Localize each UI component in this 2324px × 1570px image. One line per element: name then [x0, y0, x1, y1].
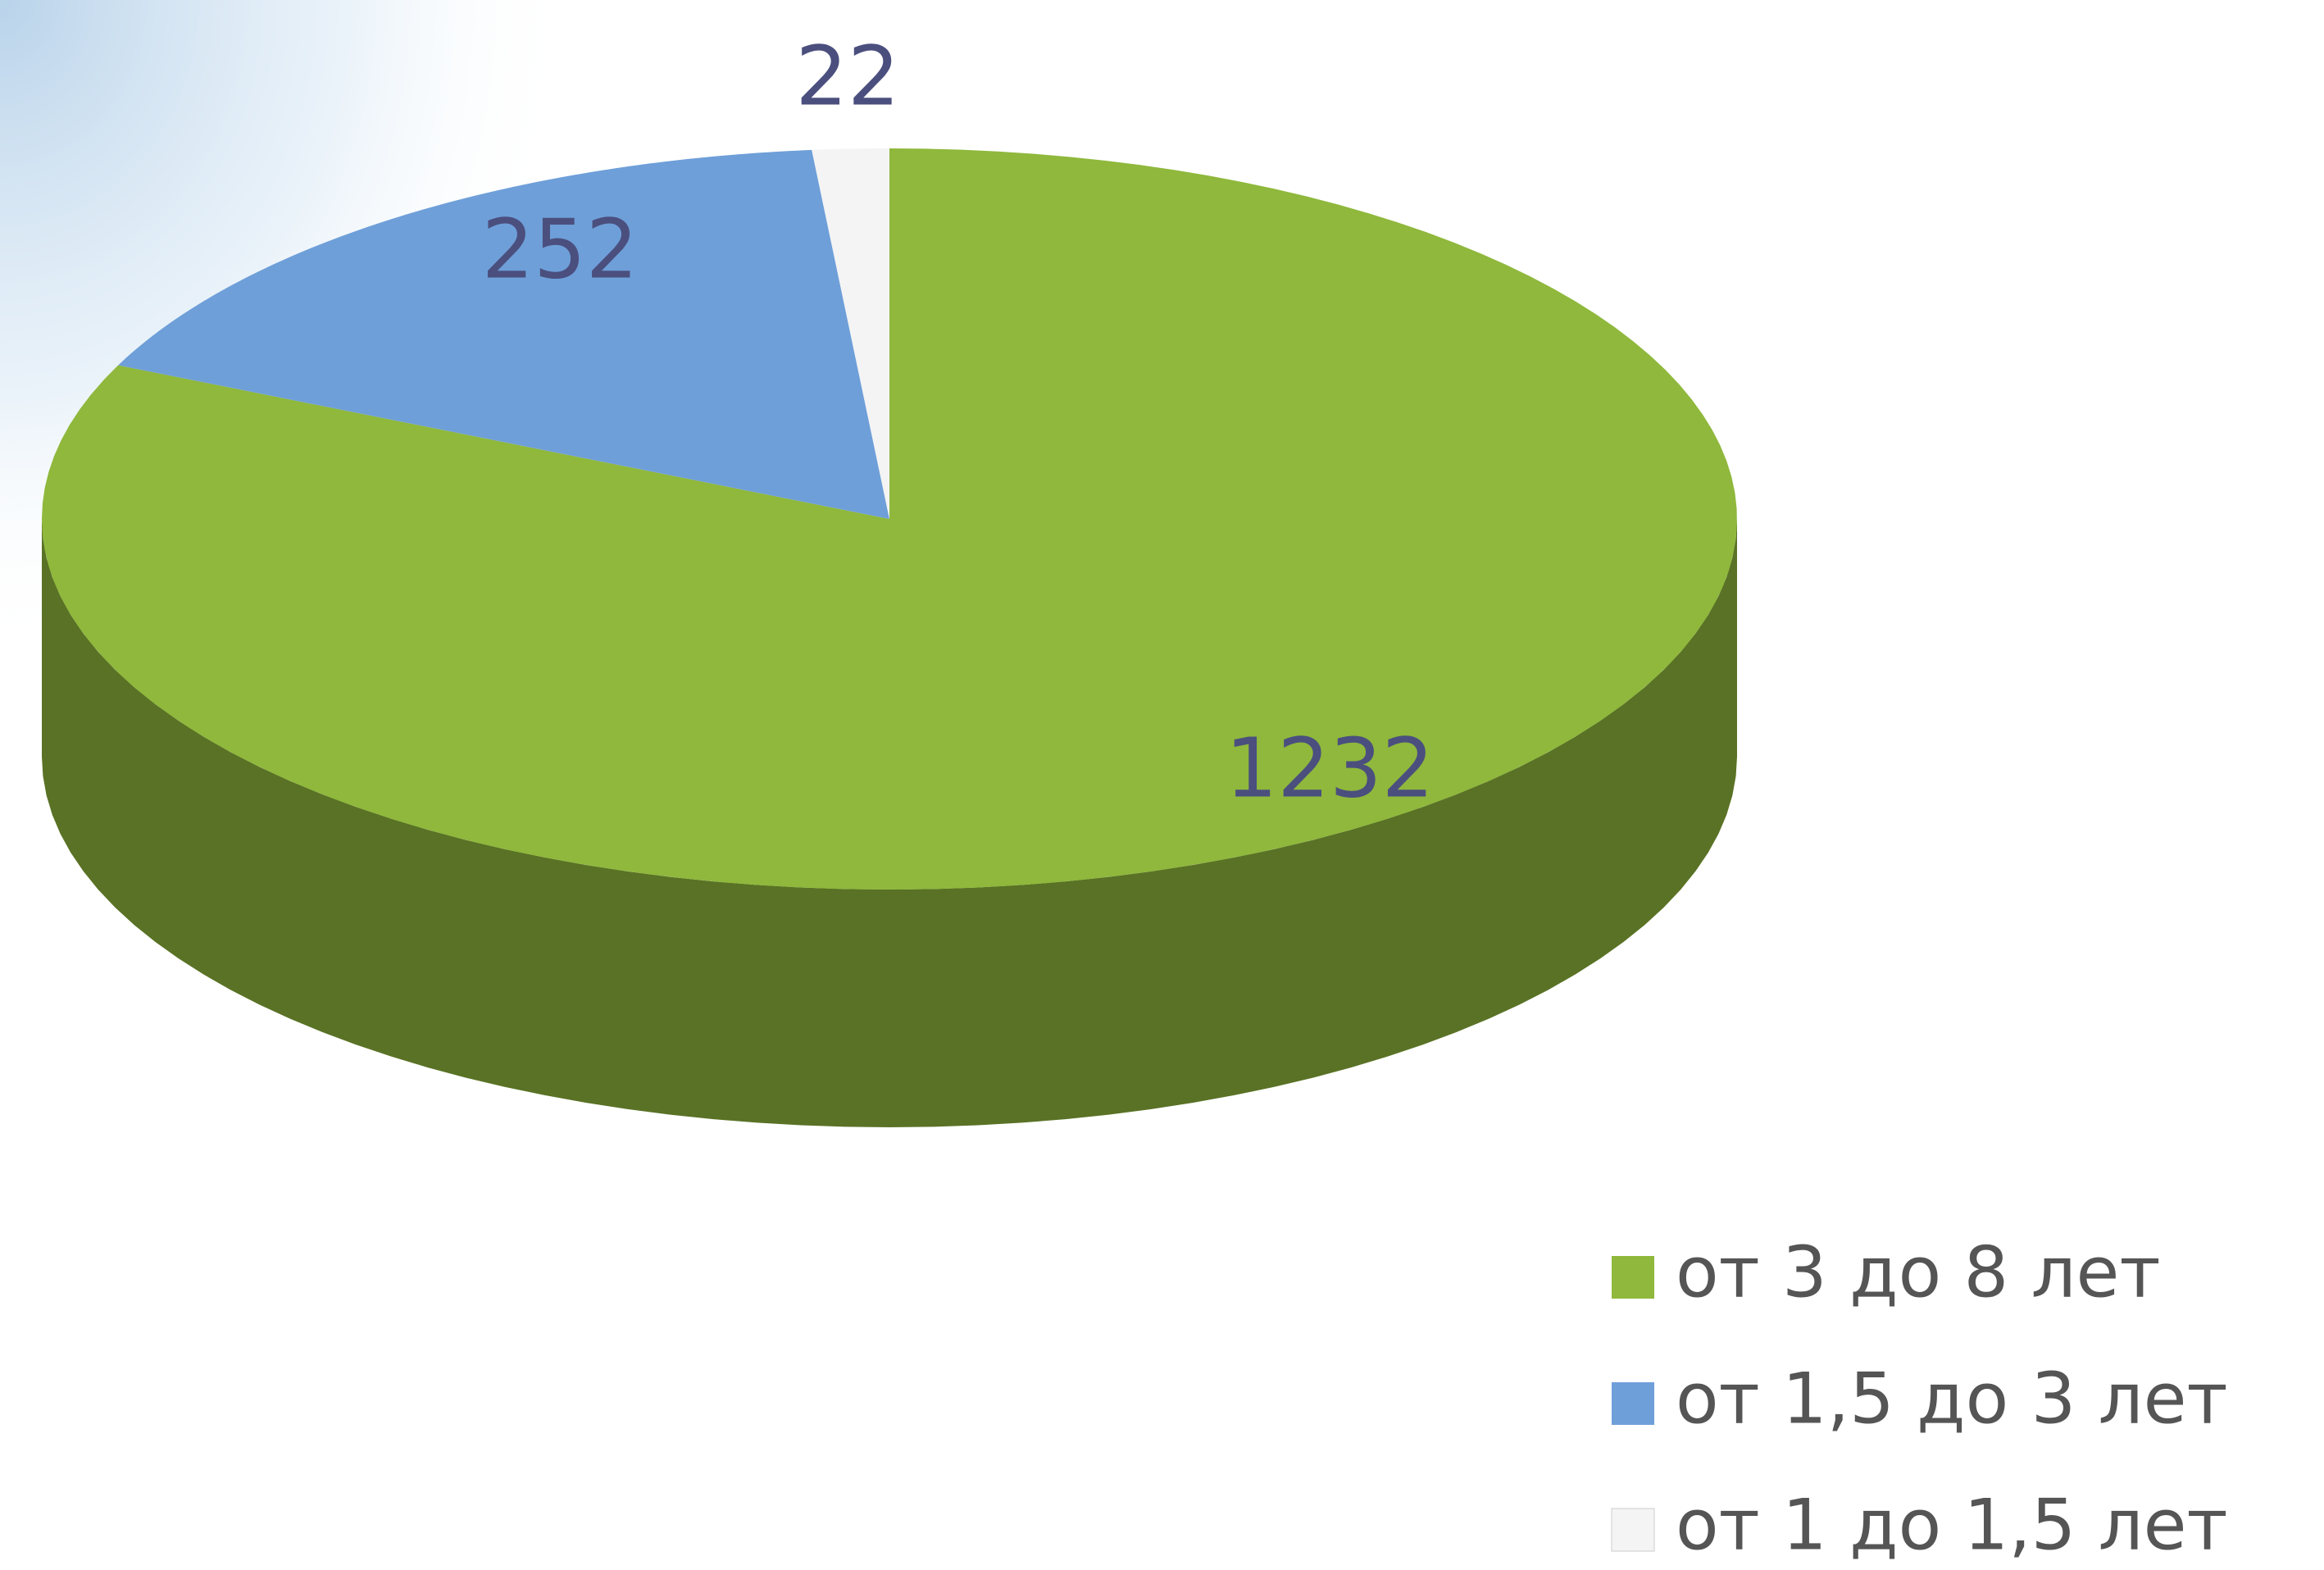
data-label: 22 [795, 28, 899, 124]
pie: 1232 252 22 [42, 28, 1737, 1127]
legend-label: от 1,5 до 3 лет [1676, 1358, 2228, 1440]
legend-swatch [1612, 1382, 1654, 1425]
pie-slice [812, 148, 889, 519]
legend-label: от 3 до 8 лет [1676, 1231, 2161, 1313]
data-label: 1232 [1226, 720, 1435, 816]
data-label: 252 [482, 201, 639, 297]
pie-slice [42, 148, 1737, 890]
legend-label: от 1 до 1,5 лет [1676, 1484, 2228, 1566]
legend-swatch [1611, 1508, 1655, 1552]
pie-side [42, 519, 1737, 1127]
pie-slice [118, 149, 889, 519]
legend: от 3 до 8 лет от 1,5 до 3 лет от 1 до 1,5 … [1611, 1231, 2228, 1566]
legend-swatch [1612, 1256, 1654, 1299]
